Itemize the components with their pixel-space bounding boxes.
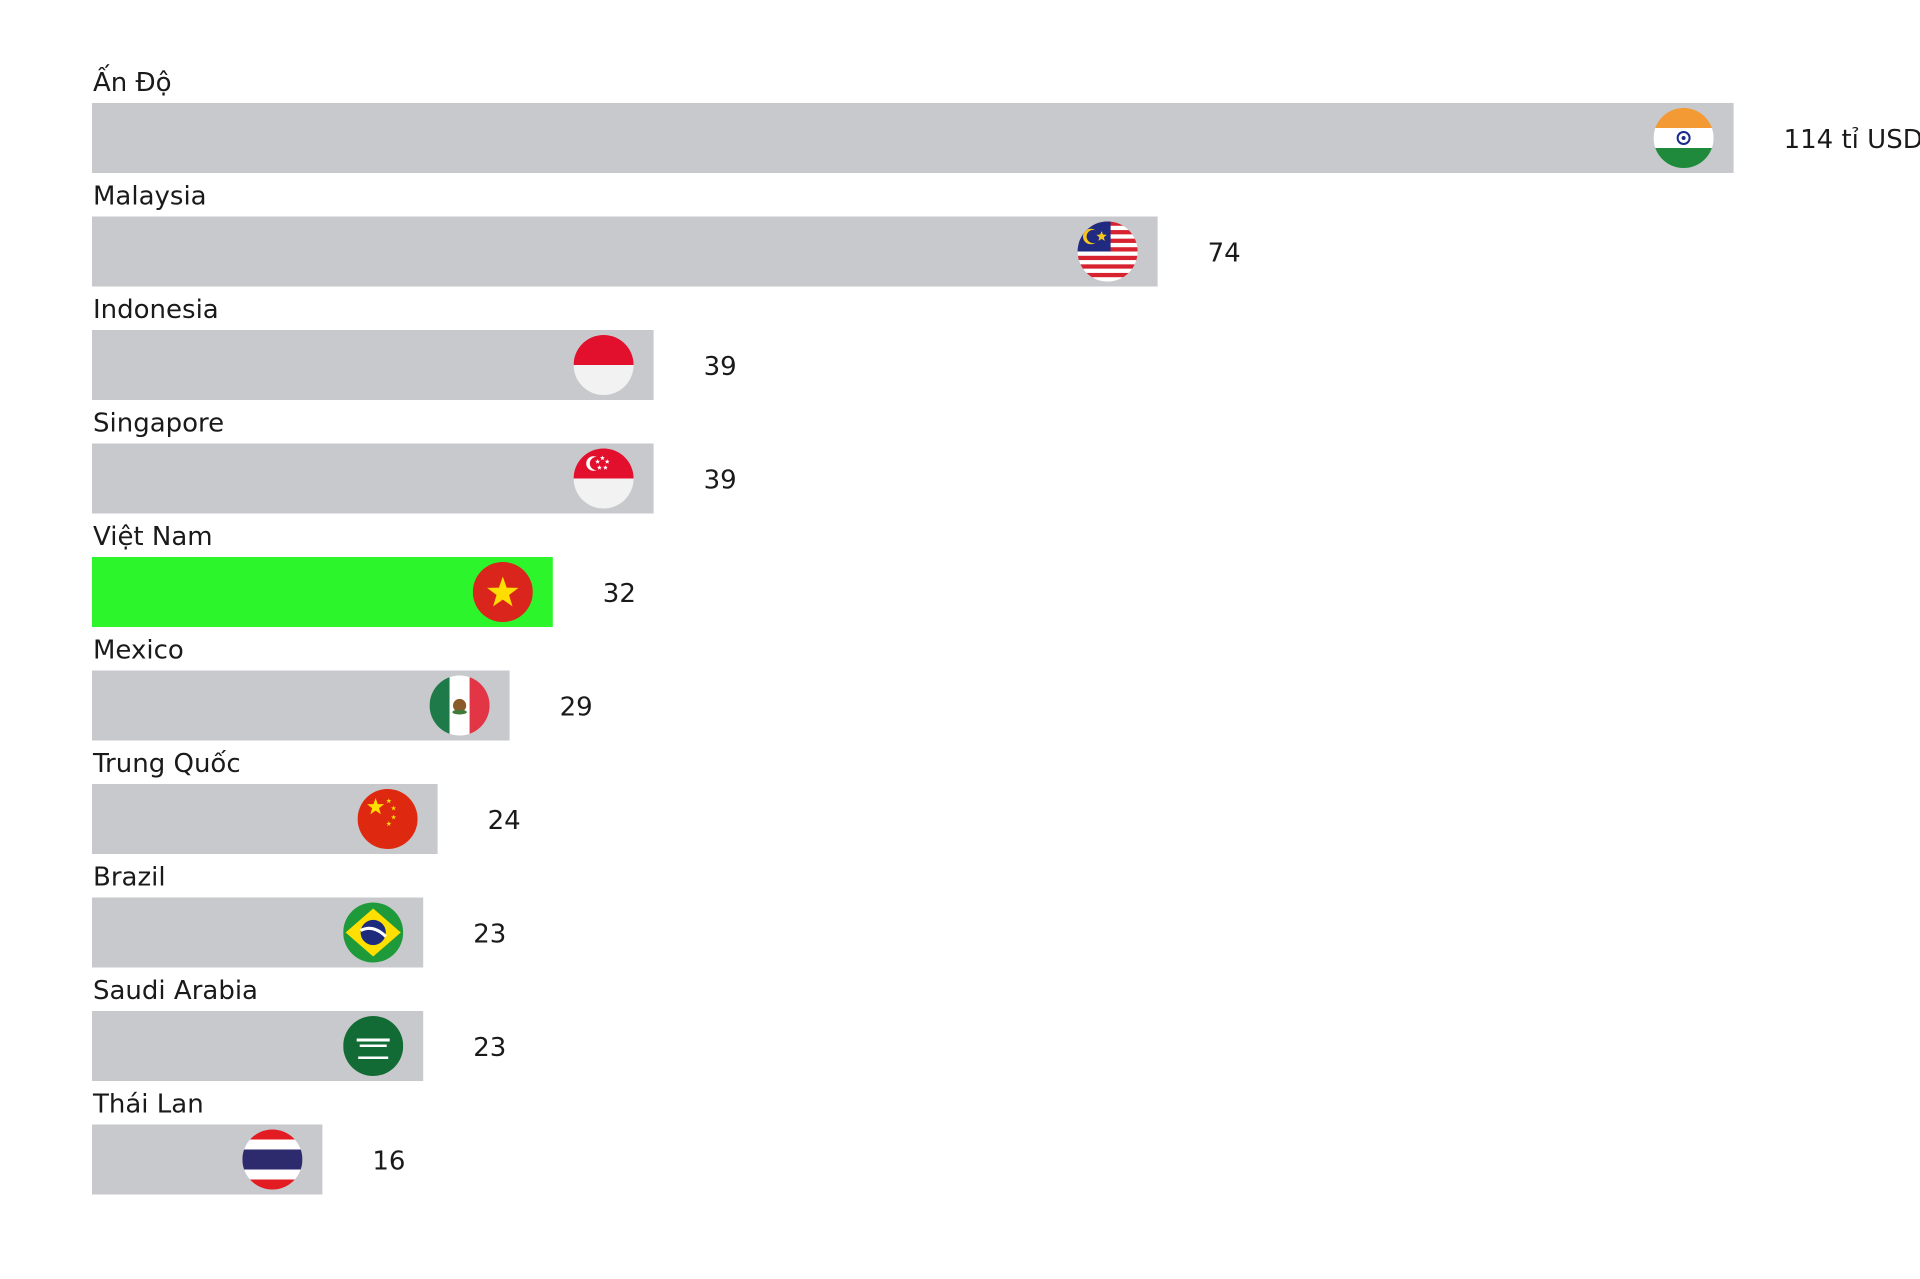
category-label: Singapore [93,409,224,439]
category-label: Saudi Arabia [93,976,258,1006]
value-label: 29 [560,693,593,723]
value-label: 74 [1208,239,1241,269]
category-label: Trung Quốc [92,749,241,779]
bar-row: Indonesia 39 [92,295,737,400]
indonesia-flag-icon [573,335,634,395]
bar [92,330,654,400]
value-label: 23 [473,1033,506,1063]
category-label: Mexico [93,636,184,666]
bar-row: Trung Quốc 24 [92,749,521,854]
value-label: 39 [704,466,737,496]
category-label: Brazil [93,863,166,893]
thailand-flag-icon [242,1129,303,1190]
bar-row: Singapore 39 [92,409,737,514]
vietnam-flag-icon [472,562,533,622]
mexico-flag-icon [429,675,490,736]
bar [92,103,1734,173]
bar-row: Malaysia 74 [92,182,1241,287]
value-label: 114 tỉ USD [1784,125,1920,155]
bar-row: Thái Lan 16 [92,1090,405,1195]
category-label: Thái Lan [92,1090,204,1120]
bar [92,443,654,514]
bar-row: Saudi Arabia 23 [92,976,506,1081]
singapore-flag-icon [573,448,634,509]
bar-row: Việt Nam 32 [92,522,636,627]
saudi-arabia-flag-icon [343,1016,404,1076]
bar-row: Mexico 29 [92,636,593,741]
value-label: 23 [473,920,506,950]
value-label: 39 [704,352,737,382]
category-label: Malaysia [93,182,207,212]
bar-row: Brazil 23 [92,863,506,968]
value-label: 16 [372,1147,405,1177]
category-label: Indonesia [93,295,219,325]
india-flag-icon [1653,108,1714,168]
value-label: 24 [488,806,521,836]
category-label: Việt Nam [93,522,213,552]
category-label: Ấn Độ [93,63,172,98]
bar [92,216,1158,287]
bar-row: Ấn Độ 114 tỉ USD [92,63,1920,173]
brazil-flag-icon [343,902,404,963]
value-label: 32 [603,579,636,609]
china-flag-icon [357,789,418,849]
